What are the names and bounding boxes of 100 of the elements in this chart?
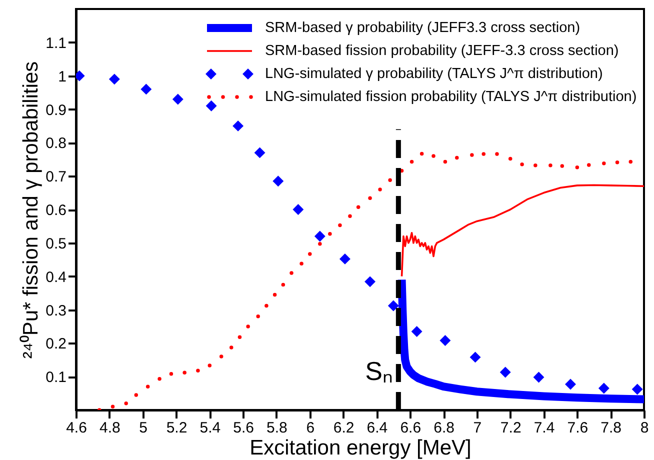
x-tick-label: 6.2 [333,420,354,436]
point [364,276,376,288]
y-tick-label: 0.8 [46,135,66,152]
point [508,156,512,161]
point [411,326,422,337]
x-tick-label: 5.6 [233,420,254,436]
point [206,100,217,112]
point [219,354,224,358]
point [410,160,414,164]
point [455,156,459,160]
point [628,160,633,164]
point [482,152,486,156]
x-tick-label: 6.6 [400,420,422,436]
point [338,223,342,228]
legend-label: SRM-based fission probability (JEFF-3.3 cross section) [265,43,619,59]
x-tick-label: 4.6 [66,420,87,436]
y-tick-label: 0.5 [46,235,66,252]
point [348,214,352,218]
point [272,292,277,297]
point [602,162,606,166]
x-tick-label: 8 [640,420,649,436]
point [470,153,474,157]
point [140,84,152,95]
x-tick-label: 7.2 [500,420,522,436]
point [256,314,260,318]
point [560,164,564,168]
point [318,242,322,246]
point [328,232,332,236]
x-tick-label: 7.8 [600,420,622,436]
point [495,152,499,156]
y-tick-label: 0.6 [46,202,66,219]
point [169,372,174,376]
point [124,401,128,406]
x-tick-label: 6 [306,420,315,436]
point [172,94,184,105]
y-tick-label: 0.4 [46,268,66,286]
x-tick-label: 7 [473,420,482,436]
y-tick-label: 0.3 [46,302,66,320]
point [432,154,436,158]
point [314,230,326,242]
point [292,204,304,215]
point [443,160,448,164]
point [232,120,244,132]
point [598,382,610,394]
point [196,368,200,372]
line-series [400,184,644,278]
y-tick-label: 1.1 [46,34,66,52]
point [368,196,372,200]
point [208,364,212,368]
x-tick-label: 6.4 [366,420,388,436]
x-tick-label: 5 [139,420,148,436]
point [632,384,643,395]
point [272,176,284,187]
point [281,282,286,287]
point [520,162,524,166]
point [339,253,350,264]
point [254,147,266,158]
legend-label: LNG-simulated fission probability (TALYS J^π distribution) [265,89,637,105]
x-tick-label: 7.4 [534,420,555,436]
point [300,262,304,266]
legend-label: LNG-simulated γ probability (TALYS J^π distribution) [265,66,603,82]
point [440,335,451,346]
point [158,377,162,381]
y-tick-label: 0.7 [46,168,66,186]
y-tick-label: 0.1 [46,369,66,386]
x-tick-label: 5.4 [200,420,221,436]
point [246,324,250,328]
y-tick-label: 0.9 [46,102,66,119]
point [534,164,538,168]
x-tick-label: 5.8 [266,420,288,436]
point [108,74,120,85]
point [587,163,591,167]
point [110,404,115,409]
point [182,370,186,374]
point [388,178,392,182]
y-tick-label: 0.2 [46,336,66,353]
x-tick-label: 6.8 [434,420,454,436]
point [290,271,294,275]
point [264,304,268,308]
point [388,300,399,312]
point [548,164,552,168]
point [565,378,576,390]
point [500,366,511,378]
point [134,393,138,397]
point [308,252,312,256]
point [229,346,234,350]
point [575,166,580,170]
x-axis-title: Excitation energy [MeV] [250,436,472,460]
x-tick-label: 7.6 [567,420,588,436]
y-tick-label: 1 [58,68,66,86]
point [238,335,242,340]
point [470,352,481,363]
point [356,205,360,210]
point [533,372,544,383]
point [378,188,382,192]
x-tick-label: 4.8 [99,420,120,436]
y-axis-title: ²⁴⁰Pu* fission and γ probabilities [20,61,43,359]
point [146,384,150,388]
point [420,152,424,156]
x-tick-label: 5.2 [166,420,188,436]
